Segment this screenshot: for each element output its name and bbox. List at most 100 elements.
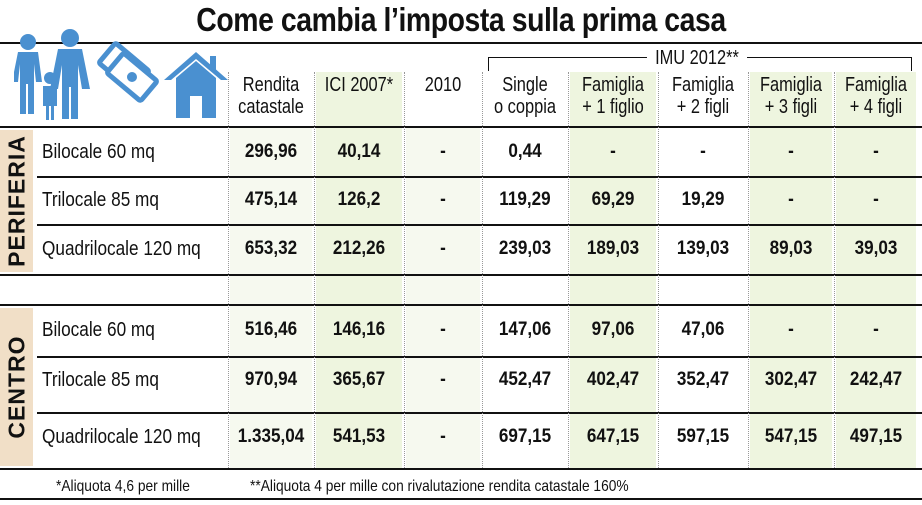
column-shade xyxy=(750,72,832,468)
column-separator xyxy=(748,72,749,468)
table-cell: 497,15 xyxy=(849,426,903,447)
column-header-line: catastale xyxy=(238,96,304,118)
table-cell: 402,47 xyxy=(586,369,640,390)
table-cell: 239,03 xyxy=(498,238,552,259)
table-cell: 365,67 xyxy=(332,369,386,390)
column-shade xyxy=(316,72,402,468)
footer-rule xyxy=(0,498,922,500)
table-cell: - xyxy=(873,141,879,162)
column-header: Single o coppia xyxy=(490,74,561,118)
column-shade xyxy=(406,128,480,468)
table-cell: - xyxy=(610,141,616,162)
column-header-line: Famiglia xyxy=(845,74,907,96)
table-cell: - xyxy=(788,189,794,210)
column-header: 2010 xyxy=(411,74,475,96)
section-label-text: CENTRO xyxy=(3,335,29,439)
section-rule xyxy=(0,274,922,276)
table-cell: 541,53 xyxy=(332,426,386,447)
table-cell: 47,06 xyxy=(681,319,725,340)
table-cell: 147,06 xyxy=(498,319,552,340)
table-cell: 189,03 xyxy=(586,238,640,259)
table-cell: 697,15 xyxy=(498,426,552,447)
column-header: Rendita catastale xyxy=(236,74,307,118)
column-shade xyxy=(230,128,312,468)
column-separator xyxy=(314,72,315,468)
table-cell: - xyxy=(873,319,879,340)
section-label-text: PERIFERIA xyxy=(3,135,29,267)
table-cell: 139,03 xyxy=(676,238,730,259)
table-cell: - xyxy=(440,319,446,340)
title-rule xyxy=(0,42,922,44)
table-cell: - xyxy=(788,319,794,340)
row-label: Bilocale 60 mq xyxy=(42,141,155,163)
table-cell: 242,47 xyxy=(849,369,903,390)
footnote-imu: **Aliquota 4 per mille con rivalutazione… xyxy=(250,478,629,495)
table-cell: 296,96 xyxy=(244,141,298,162)
section-rule xyxy=(0,304,922,306)
table-cell: 19,29 xyxy=(681,189,725,210)
table-cell: 970,94 xyxy=(244,369,298,390)
table-cell: 1.335,04 xyxy=(237,426,305,447)
imu-group-header: IMU 2012** xyxy=(646,47,748,69)
column-header-line: + 4 figli xyxy=(849,96,903,118)
table-cell: 452,47 xyxy=(498,369,552,390)
table-bottom-rule xyxy=(0,468,922,470)
column-header-line: + 3 figli xyxy=(764,96,818,118)
table-cell: - xyxy=(700,141,706,162)
table-cell: 475,14 xyxy=(244,189,298,210)
table-cell: - xyxy=(440,426,446,447)
table-cell: 89,03 xyxy=(769,238,813,259)
table-cell: 146,16 xyxy=(332,319,386,340)
column-separator xyxy=(404,72,405,468)
row-rule xyxy=(37,356,922,358)
row-label: Bilocale 60 mq xyxy=(42,319,155,341)
column-header-line: Famiglia xyxy=(760,74,822,96)
table-cell: - xyxy=(440,369,446,390)
column-header-line: Famiglia xyxy=(672,74,734,96)
table-cell: 119,29 xyxy=(499,189,551,210)
table-cell: 126,2 xyxy=(337,189,381,210)
table-cell: - xyxy=(440,141,446,162)
column-header: Famiglia + 3 figli xyxy=(756,74,827,118)
column-header: ICI 2007* xyxy=(322,74,396,96)
table-cell: - xyxy=(873,189,879,210)
page-title: Come cambia l’imposta sulla prima casa xyxy=(196,1,726,38)
table-cell: 597,15 xyxy=(676,426,730,447)
table-cell: 653,32 xyxy=(244,238,298,259)
table-cell: 212,26 xyxy=(332,238,386,259)
column-separator xyxy=(482,72,483,468)
table-cell: 39,03 xyxy=(854,238,898,259)
table-cell: 352,47 xyxy=(676,369,730,390)
table-cell: - xyxy=(788,141,794,162)
table-cell: - xyxy=(440,238,446,259)
table-cell: 547,15 xyxy=(764,426,818,447)
table-cell: 0,44 xyxy=(508,141,542,162)
family-icon xyxy=(14,29,90,120)
column-separator xyxy=(228,72,229,468)
column-header-line: Single xyxy=(502,74,548,96)
table-cell: 516,46 xyxy=(244,319,298,340)
column-header-line: + 2 figli xyxy=(676,96,730,118)
column-shade xyxy=(570,72,656,468)
column-shade xyxy=(836,72,916,468)
column-header-line: o coppia xyxy=(493,96,557,118)
banknotes-icon xyxy=(97,41,159,103)
row-rule xyxy=(37,224,922,226)
table-cell: 647,15 xyxy=(586,426,640,447)
section-label: CENTRO xyxy=(0,308,33,466)
column-separator xyxy=(568,72,569,468)
section-label: PERIFERIA xyxy=(0,130,33,272)
column-header: Famiglia + 4 figli xyxy=(842,74,911,118)
house-icon xyxy=(164,52,228,118)
row-label: Quadrilocale 120 mq xyxy=(42,426,201,448)
column-header-line: ICI 2007* xyxy=(324,74,394,96)
column-separator xyxy=(834,72,835,468)
column-header-line: Rendita xyxy=(242,74,300,96)
column-header: Famiglia + 1 figlio xyxy=(576,74,650,118)
table-cell: 69,29 xyxy=(591,189,635,210)
column-separator xyxy=(658,72,659,468)
header-icons xyxy=(14,29,228,120)
footnote-ici: *Aliquota 4,6 per mille xyxy=(56,478,190,495)
row-label: Trilocale 85 mq xyxy=(42,189,159,211)
header-rule xyxy=(0,126,922,128)
